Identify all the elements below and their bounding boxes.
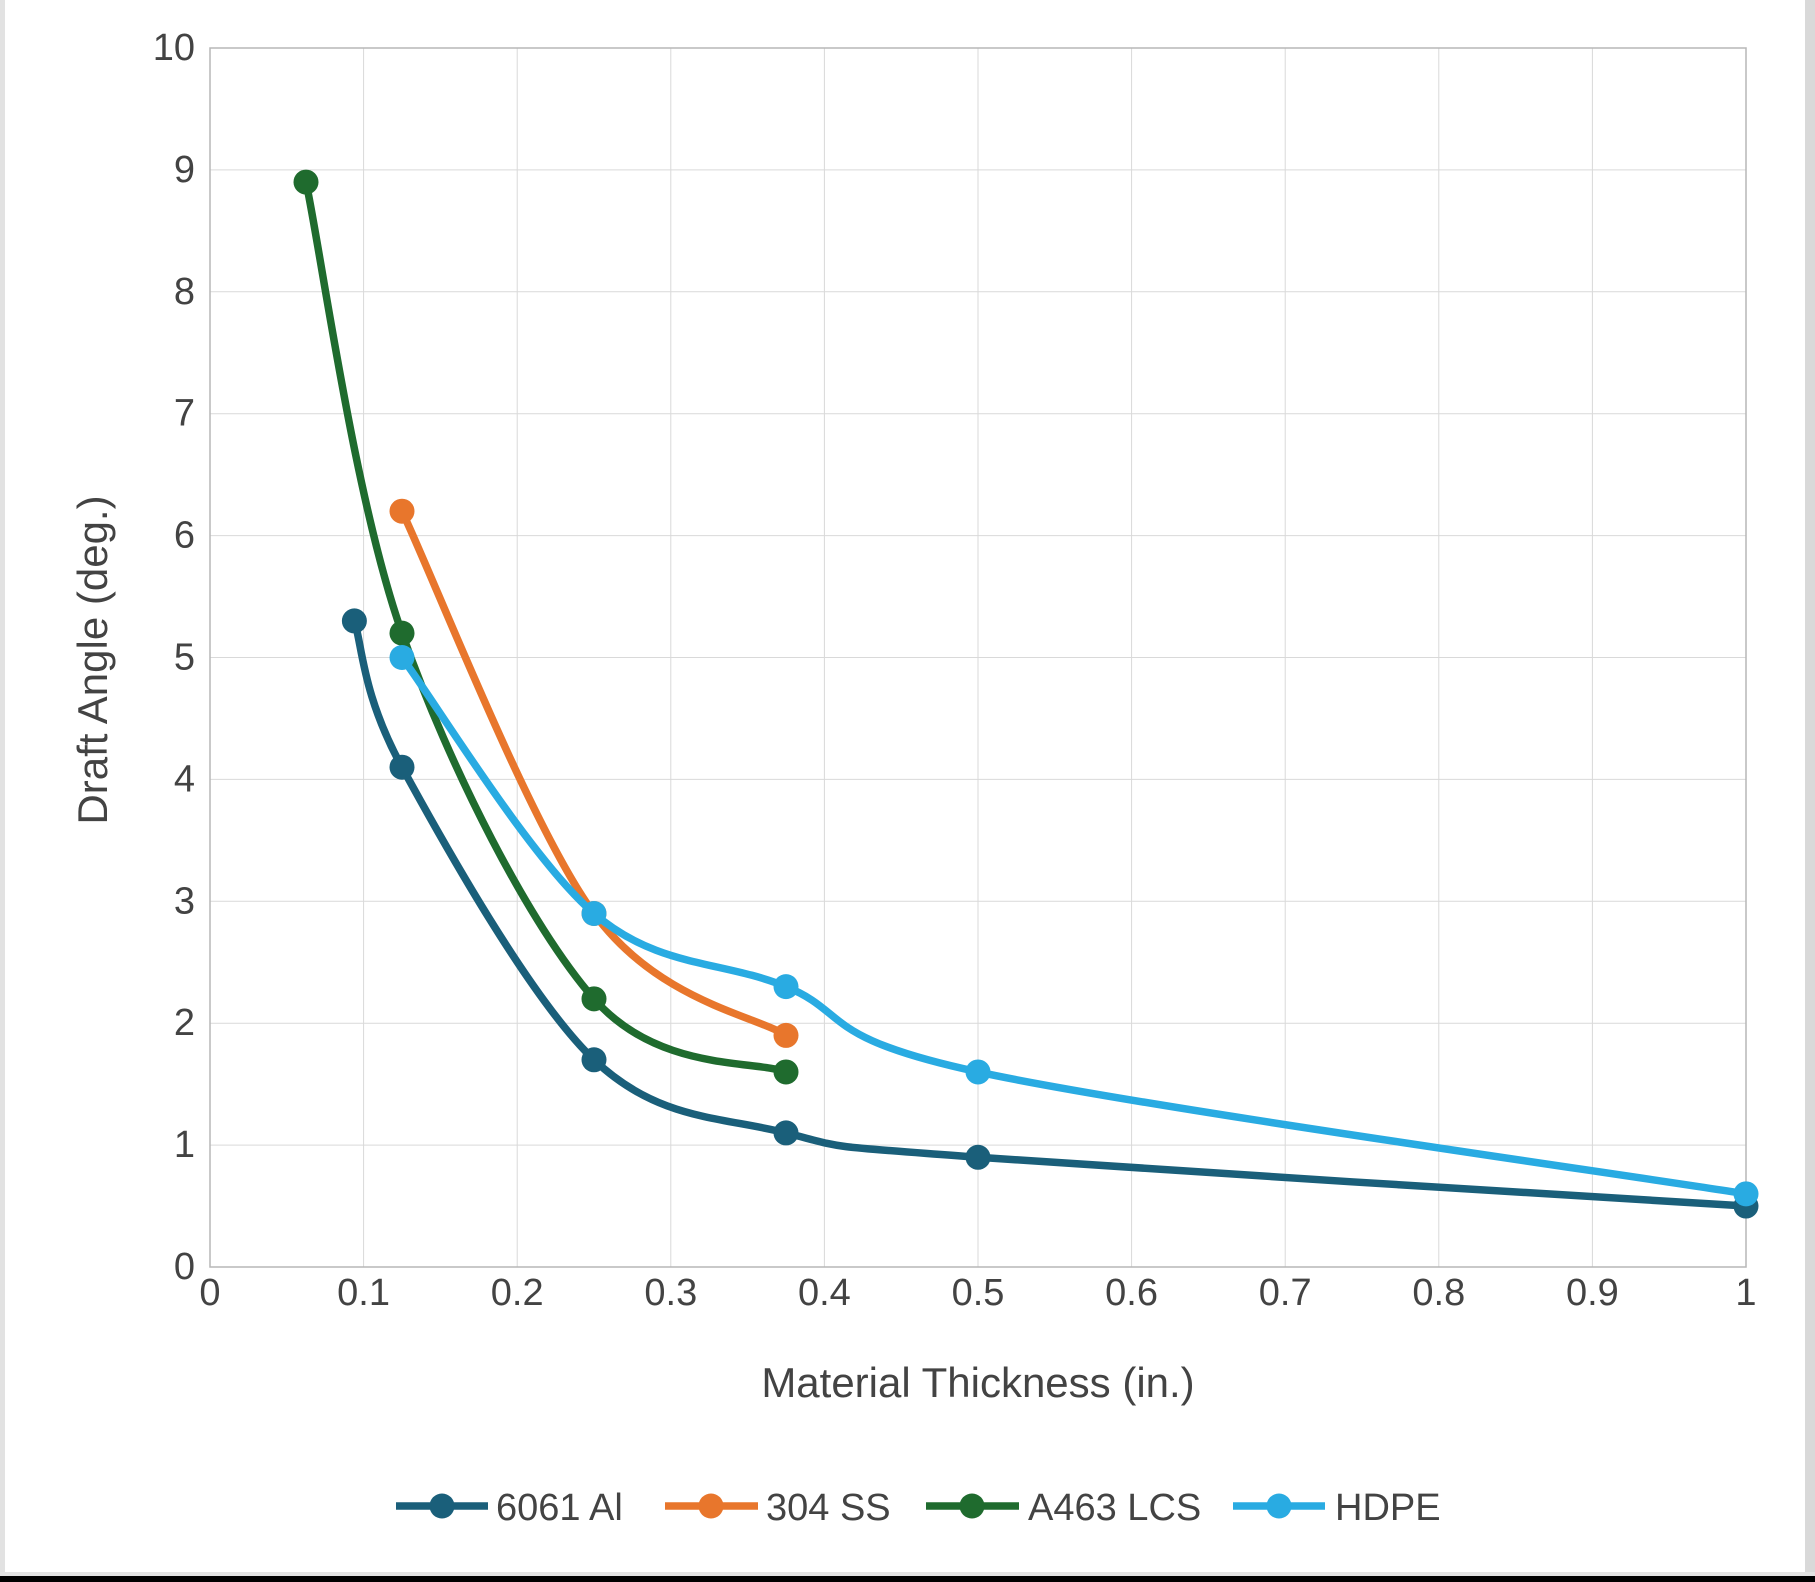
svg-text:HDPE: HDPE <box>1335 1487 1441 1529</box>
svg-text:Material Thickness (in.): Material Thickness (in.) <box>761 1359 1194 1406</box>
svg-text:0.5: 0.5 <box>952 1272 1005 1314</box>
svg-text:4: 4 <box>174 758 195 800</box>
svg-text:1: 1 <box>1735 1272 1756 1314</box>
svg-text:0.3: 0.3 <box>644 1272 697 1314</box>
svg-text:2: 2 <box>174 1002 195 1044</box>
svg-text:6061 Al: 6061 Al <box>496 1487 623 1529</box>
svg-text:5: 5 <box>174 637 195 679</box>
svg-text:0.4: 0.4 <box>798 1272 851 1314</box>
svg-text:0.9: 0.9 <box>1566 1272 1619 1314</box>
svg-text:8: 8 <box>174 271 195 313</box>
svg-text:A463 LCS: A463 LCS <box>1028 1487 1201 1529</box>
svg-text:0.2: 0.2 <box>491 1272 544 1314</box>
svg-text:7: 7 <box>174 393 195 435</box>
svg-text:6: 6 <box>174 515 195 557</box>
svg-text:9: 9 <box>174 149 195 191</box>
svg-text:0: 0 <box>199 1272 220 1314</box>
svg-text:0.6: 0.6 <box>1105 1272 1158 1314</box>
svg-text:10: 10 <box>153 27 195 69</box>
svg-text:Draft Angle (deg.): Draft Angle (deg.) <box>69 495 116 824</box>
svg-text:0: 0 <box>174 1246 195 1288</box>
svg-text:1: 1 <box>174 1124 195 1166</box>
svg-text:3: 3 <box>174 880 195 922</box>
svg-text:0.7: 0.7 <box>1259 1272 1312 1314</box>
svg-text:304 SS: 304 SS <box>766 1487 891 1529</box>
svg-text:0.1: 0.1 <box>337 1272 390 1314</box>
svg-text:0.8: 0.8 <box>1412 1272 1465 1314</box>
